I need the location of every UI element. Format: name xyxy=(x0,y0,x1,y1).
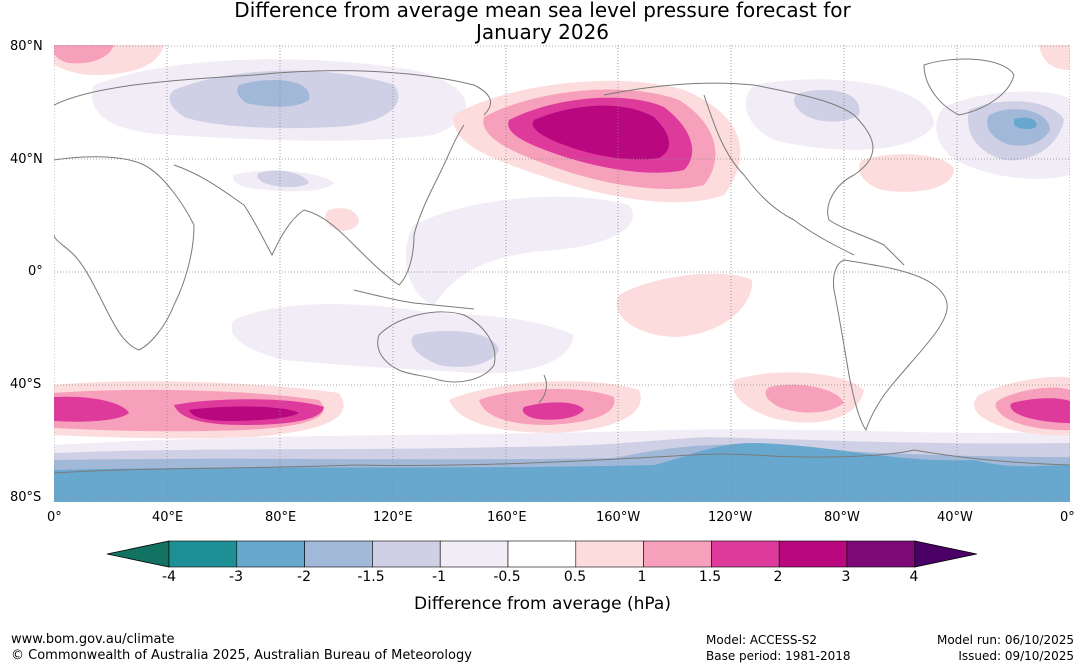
graticule xyxy=(54,45,1070,502)
colorbar-swatch xyxy=(168,540,238,568)
colorbar-swatch xyxy=(575,540,644,568)
asia-pos-spot xyxy=(325,208,359,231)
map-title-line-1: Difference from average mean sea level p… xyxy=(234,0,851,22)
colorbar-label: Difference from average (hPa) xyxy=(414,594,671,614)
colorbar-tick: 2 xyxy=(773,569,783,585)
lat-label-40s: 40°S xyxy=(10,377,42,392)
lat-label-40n: 40°N xyxy=(10,152,43,167)
colorbar-tick: 1 xyxy=(637,569,647,585)
colorbar-swatch xyxy=(846,540,916,568)
footer-issued: Issued: 09/10/2025 xyxy=(958,649,1074,663)
south-pos15-c xyxy=(522,402,584,420)
lon-label-0-east: 0° xyxy=(1060,510,1075,525)
npac-pos2 xyxy=(532,105,670,160)
natl-neg2 xyxy=(1014,117,1037,130)
colorbar-tick: -4 xyxy=(162,569,176,585)
colorbar xyxy=(106,540,977,568)
lon-label-40e: 40°E xyxy=(152,510,184,525)
colorbar-tick: -3 xyxy=(229,569,243,585)
natl-pos05 xyxy=(858,154,954,192)
colorbar-swatch xyxy=(372,540,441,568)
footer-base-period: Base period: 1981-2018 xyxy=(706,649,851,663)
colorbar-tick: 3 xyxy=(841,569,851,585)
colorbar-swatch xyxy=(304,540,373,568)
colorbar-swatch xyxy=(711,540,780,568)
colorbar-tick: -0.5 xyxy=(493,569,521,585)
lon-label-0: 0° xyxy=(47,510,62,525)
south-pos15-a xyxy=(54,396,129,422)
arctic-pos05-east xyxy=(1039,45,1070,70)
colorbar-tick: -1.5 xyxy=(357,569,385,585)
asia-neg1 xyxy=(257,170,309,188)
colorbar-tick: 4 xyxy=(909,569,919,585)
lon-label-160e: 160°E xyxy=(487,510,527,525)
lon-label-80e: 80°E xyxy=(265,510,297,525)
lat-label-80s: 80°S xyxy=(10,490,42,505)
epac-pos05 xyxy=(616,273,753,337)
map-title-line-2: January 2026 xyxy=(475,20,610,44)
footer-copyright: © Commonwealth of Australia 2025, Austra… xyxy=(11,648,472,663)
lon-label-40w: 40°W xyxy=(937,510,973,525)
colorbar-swatch xyxy=(507,540,577,568)
colorbar-tick: 0.5 xyxy=(563,569,587,585)
footer-url[interactable]: www.bom.gov.au/climate xyxy=(11,632,175,647)
colorbar-over-arrow xyxy=(914,540,977,568)
south-pos15-e xyxy=(1010,398,1070,423)
pacific-neg05 xyxy=(405,196,633,305)
lat-label-equator: 0° xyxy=(28,264,43,279)
lon-label-80w: 80°W xyxy=(824,510,860,525)
arctic-pos1 xyxy=(54,45,114,64)
lon-label-120e: 120°E xyxy=(373,510,413,525)
coastlines xyxy=(54,58,1070,474)
aus-neg1 xyxy=(411,330,499,367)
eurasia-neg15 xyxy=(237,80,310,107)
colorbar-tick: 1.5 xyxy=(698,569,722,585)
footer-model: Model: ACCESS-S2 xyxy=(706,633,818,647)
south-pos2-b xyxy=(189,406,299,421)
south-pos1-d xyxy=(765,384,844,413)
colorbar-swatch xyxy=(778,540,848,568)
colorbar-tick: -2 xyxy=(297,569,311,585)
pressure-anomaly-map xyxy=(54,45,1070,502)
lon-label-160w: 160°W xyxy=(596,510,641,525)
colorbar-swatch xyxy=(439,540,509,568)
footer-model-run: Model run: 06/10/2025 xyxy=(936,633,1074,647)
lon-label-120w: 120°W xyxy=(708,510,753,525)
lat-label-80n: 80°N xyxy=(10,39,43,54)
southern-belt-neg2 xyxy=(54,443,1070,502)
hudson-neg1 xyxy=(794,89,860,122)
colorbar-swatch xyxy=(236,540,305,568)
colorbar-under-arrow xyxy=(106,540,170,568)
colorbar-swatch xyxy=(643,540,712,568)
colorbar-tick: -1 xyxy=(432,569,446,585)
